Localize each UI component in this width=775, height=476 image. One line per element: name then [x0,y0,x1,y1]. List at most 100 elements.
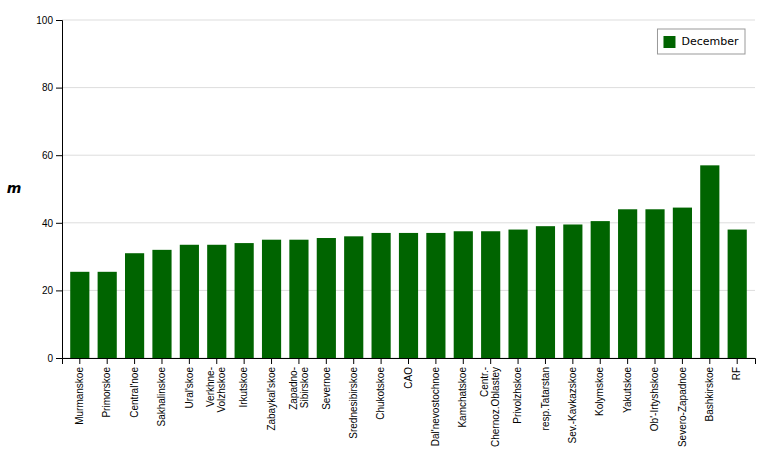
x-tick-label: Srednesibirskoe [348,367,359,439]
x-tick: Verkhne-Volzhskoe [205,358,227,413]
plot: 0 20 40 60 80 100 Murmanskoe Primorskoe Central'… [36,15,755,447]
bar [344,236,363,358]
bar [426,233,445,358]
x-tick-label: RF [731,367,742,380]
bar [645,209,664,358]
bar [700,165,719,358]
y-tick: 80 [42,82,62,93]
y-tick-label: 40 [42,218,54,229]
x-tick-mark [463,358,464,364]
x-tick-mark [381,358,382,364]
legend-swatch [663,36,675,48]
x-tick-mark [572,358,573,364]
legend-label: December [681,35,739,48]
y-tick-mark [56,290,62,291]
bar [262,240,281,358]
x-tick: Murmanskoe [74,358,85,425]
y-tick-label: 100 [36,15,53,26]
x-tick-mark [298,358,299,364]
x-tick-label: Verkhne-Volzhskoe [205,367,227,413]
y-tick-mark [56,155,62,156]
x-tick-mark [518,358,519,364]
y-tick-mark [56,358,62,359]
x-tick: Ob'-Irtyshskoe [649,358,660,431]
y-axis-title: m [7,180,22,196]
x-tick-mark [408,358,409,364]
x-tick-label: CAO [403,367,414,389]
bar [536,226,555,358]
x-tick-mark [326,358,327,364]
bar [728,230,747,358]
x-tick-label: Ural'skoe [184,367,195,409]
x-tick: Central'noe [129,358,140,418]
legend: December [657,29,745,54]
y-tick-label: 60 [42,150,54,161]
y-tick: 60 [42,150,62,161]
x-tick-label: Yakutskoe [622,367,633,413]
x-tick: Sakhalinskoe [156,358,167,426]
x-tick: Privolzhskoe [512,358,523,424]
grid [62,20,755,358]
x-tick: resp.Tatarstan [540,358,551,430]
y-axis: 0 20 40 60 80 100 [36,15,62,364]
grid-line [62,20,755,21]
y-tick-mark [56,223,62,224]
x-tick-mark [627,358,628,364]
bar [618,209,637,358]
bar [180,245,199,358]
x-tick-mark [244,358,245,364]
y-tick-mark [56,20,62,21]
bar [70,272,89,358]
x-tick: Yakutskoe [622,358,633,413]
bar [207,245,226,358]
x-axis: Murmanskoe Primorskoe Central'noe Sakhalins… [63,358,756,447]
y-tick: 0 [47,353,62,364]
x-tick-label: Sev.-Kavkazskoe [567,367,578,444]
x-tick-mark [271,358,272,364]
x-tick: Dal'nevostochnoe [430,358,441,446]
bar [454,231,473,358]
bar [481,231,500,358]
y-tick: 40 [42,218,62,229]
x-tick: Bashkirskoe [704,358,715,421]
x-axis-line [63,359,756,365]
x-tick-label: Dal'nevostochnoe [430,367,441,447]
x-tick: Kolymskoe [594,358,605,416]
y-tick: 100 [36,15,62,26]
y-tick-label: 0 [47,353,53,364]
x-tick: Ural'skoe [184,358,195,408]
x-tick-mark [107,358,108,364]
x-tick-mark [134,358,135,364]
x-tick-mark [655,358,656,364]
bar [372,233,391,358]
bar [152,250,171,358]
x-tick-label: Kolymskoe [594,367,605,416]
x-tick: CAO [403,358,414,389]
bar [673,208,692,358]
x-tick-label: Chukotskoe [375,367,386,420]
x-tick-mark [353,358,354,364]
x-tick: Srednesibirskoe [348,358,359,439]
x-tick-label: Irkutskoe [238,367,249,408]
x-tick-label: Privolzhskoe [512,367,523,424]
bar [125,253,144,358]
x-tick-mark [709,358,710,364]
x-tick: Kamchatskoe [457,358,468,428]
chart: 0 20 40 60 80 100 Murmanskoe Primorskoe Central'… [0,0,775,476]
x-tick: Centr.-Chernoz.Oblastey [479,358,501,447]
bar [317,238,336,358]
x-tick-label: Kamchatskoe [457,367,468,428]
y-tick-mark [56,88,62,89]
bar [563,224,582,358]
x-tick-mark [490,358,491,364]
y-tick-label: 80 [42,82,54,93]
x-tick-mark [161,358,162,364]
x-tick-label: Centr.-Chernoz.Oblastey [479,367,501,447]
y-tick-label: 20 [42,285,54,296]
bars [70,165,747,358]
legend-item: December [663,35,739,48]
x-tick: Primorskoe [101,358,112,418]
x-tick: Zabaykal'skoe [266,358,277,431]
bar [289,240,308,358]
x-tick-label: Severnoe [321,367,332,410]
